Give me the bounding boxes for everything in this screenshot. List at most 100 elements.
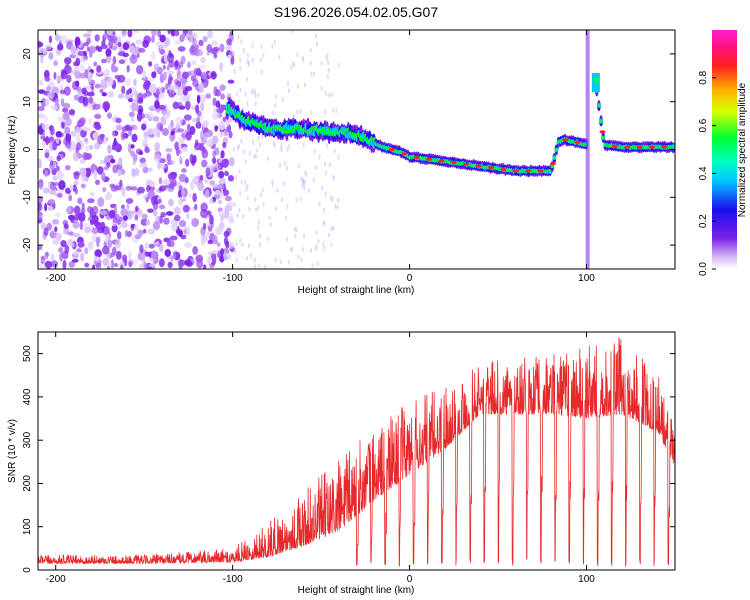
noise-blob [50,104,58,111]
noise-blob [121,186,126,197]
noise-blob [50,160,54,167]
noise-blob [67,231,74,236]
colorbar: 0.0 0.2 0.4 0.6 0.8 Normalized spectral ampl… [698,30,748,276]
noise-blob [254,89,257,95]
noise-blob [157,161,162,170]
noise-blob [169,182,175,190]
colorbar-label: Normalized spectral amplitude [737,82,748,217]
noise-blob [274,206,277,212]
noise-blob [101,92,107,97]
noise-blob [255,207,258,213]
noise-blob [206,256,213,265]
noise-blob [285,236,288,242]
noise-blob [80,183,86,189]
noise-blob [129,54,138,65]
noise-blob [143,261,147,269]
noise-blob [259,192,262,198]
ridge-hotspot [525,169,532,173]
noise-blob [160,163,167,170]
noise-blob [126,203,130,210]
noise-blob [96,64,102,73]
noise-blob [178,156,183,161]
noise-blob [85,145,90,152]
noise-blob [173,206,181,216]
noise-blob [79,220,84,231]
noise-blob [212,97,217,107]
noise-blob [93,142,101,150]
noise-blob [219,84,226,92]
noise-blob [258,242,261,248]
noise-blob [128,111,135,118]
noise-blob [152,116,160,122]
y-tick-label: -20 [22,237,33,252]
noise-blob [137,92,144,103]
noise-blob [124,78,131,86]
noise-blob [264,264,267,269]
noise-blob [74,187,78,195]
noise-blob [219,131,224,137]
noise-blob [186,61,191,69]
noise-blob [74,71,82,79]
y-tick-label: 300 [22,431,33,448]
noise-blob [88,96,94,104]
noise-blob [163,71,167,81]
noise-blob [112,55,117,65]
noise-blob [269,221,272,227]
noise-blob [280,197,283,203]
noise-blob [227,54,232,59]
noise-blob [271,182,274,188]
noise-blob [239,87,242,93]
noise-blob [318,201,321,207]
noise-blob [77,95,86,104]
noise-blob [302,57,305,63]
noise-blob [55,232,62,241]
noise-blob [86,37,91,44]
noise-blob [178,173,187,183]
noise-blob [113,137,117,147]
noise-blob [192,79,199,88]
noise-blob [151,71,157,79]
noise-blob [62,227,67,236]
noise-blob [84,226,92,234]
noise-blob [131,133,138,143]
noise-blob [293,226,296,232]
noise-blob [275,94,278,100]
noise-blob [170,30,176,37]
noise-blob [148,83,157,94]
noise-blob [242,149,245,155]
ridge-hotspot [636,145,643,149]
noise-blob [127,259,134,267]
noise-blob [64,164,71,171]
noise-blob [239,237,242,243]
noise-blob [244,159,247,165]
noise-blob [165,147,173,153]
noise-blob [133,30,140,34]
spectrogram-ridge [225,30,675,269]
noise-blob [337,154,340,160]
noise-blob [210,164,215,173]
noise-blob [61,120,65,129]
noise-blob [330,195,333,201]
noise-blob [103,136,108,145]
noise-blob [212,150,216,158]
ridge-hotspot [463,162,470,166]
spectrogram-y-label: Frequency (Hz) [7,116,18,185]
noise-blob [216,242,221,248]
noise-blob [65,133,72,143]
noise-blob [128,250,132,260]
noise-blob [84,247,89,255]
noise-blob [86,206,93,213]
noise-blob [225,117,230,127]
ridge-hotspot [413,156,420,160]
noise-blob [38,105,45,112]
noise-blob [94,113,102,120]
noise-blob [65,117,72,127]
noise-blob [126,64,130,73]
noise-blob [69,184,74,191]
y-tick-label: -10 [22,190,33,205]
noise-blob [139,157,146,164]
noise-blob [222,141,227,149]
noise-blob [195,49,204,57]
noise-blob [134,214,139,221]
